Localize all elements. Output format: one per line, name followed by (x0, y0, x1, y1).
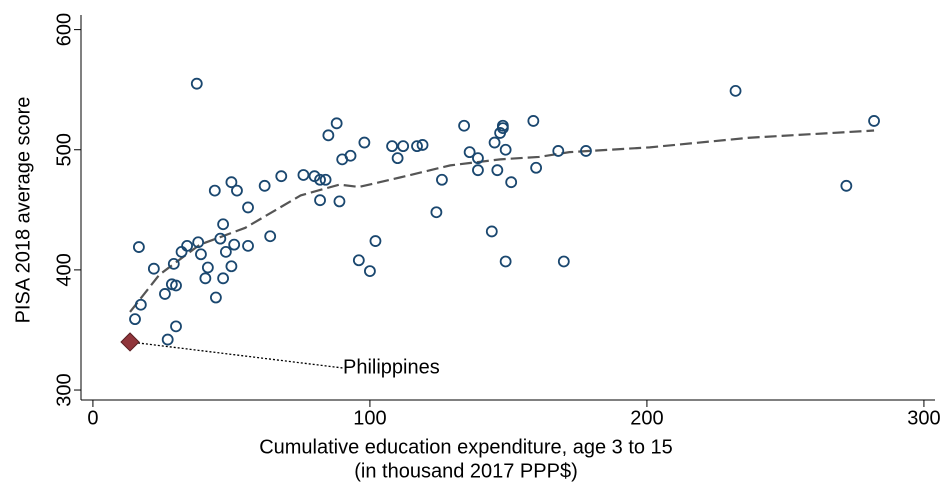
annotation-label: Philippines (343, 356, 440, 378)
data-point (242, 239, 254, 252)
data-point (729, 84, 742, 97)
data-point (416, 139, 429, 151)
data-point (134, 298, 147, 311)
data-point (225, 176, 238, 189)
data-point (199, 272, 212, 285)
y-tick-label: 400 (53, 253, 75, 286)
data-point (208, 184, 221, 197)
data-point (217, 218, 230, 231)
data-point (181, 239, 193, 252)
data-point (391, 152, 404, 165)
x-tick-label: 300 (907, 407, 940, 429)
data-point (175, 245, 188, 258)
data-point (170, 279, 182, 292)
data-point (840, 179, 853, 192)
data-point (472, 164, 484, 177)
data-point (494, 127, 507, 139)
data-point (530, 161, 543, 174)
x-axis-label: Cumulative education expenditure, age 3 … (259, 436, 673, 458)
data-point (472, 152, 484, 165)
data-point (219, 245, 232, 258)
data-point (264, 230, 277, 243)
data-point (491, 164, 504, 177)
trend-line (129, 129, 875, 313)
data-point (358, 136, 371, 149)
data-point (352, 254, 365, 267)
data-point (463, 146, 476, 159)
data-point (333, 195, 346, 208)
x-tick-label: 100 (353, 407, 386, 429)
x-axis-label: (in thousand 2017 PPP$) (354, 460, 578, 482)
data-point (369, 235, 382, 247)
data-point (488, 136, 501, 149)
data-point (242, 201, 254, 214)
data-point (436, 173, 448, 186)
data-point (868, 115, 880, 127)
data-point (330, 117, 343, 130)
data-point (132, 241, 145, 253)
data-point (411, 140, 423, 153)
y-tick-label: 300 (53, 373, 75, 406)
data-point (129, 313, 141, 326)
data-point (170, 320, 182, 333)
data-point (190, 77, 203, 90)
data-point (159, 288, 171, 300)
data-point (258, 179, 271, 192)
x-tick-label: 200 (630, 407, 663, 429)
data-point (364, 265, 376, 277)
data-point (386, 140, 398, 153)
data-point (147, 262, 160, 275)
data-point (336, 153, 349, 166)
data-point (217, 272, 230, 285)
data-point (167, 257, 180, 270)
data-point (499, 143, 512, 156)
data-point (430, 206, 443, 219)
data-point (527, 115, 540, 127)
data-point (297, 169, 310, 181)
data-point (458, 119, 470, 132)
data-point (314, 173, 326, 186)
data-point (505, 176, 518, 189)
data-point (228, 238, 241, 251)
data-point (192, 236, 205, 249)
x-tick-label: 0 (87, 407, 98, 429)
data-point (195, 248, 207, 261)
y-axis-label: PISA 2018 average score (12, 97, 34, 324)
data-point (552, 145, 565, 157)
data-point (322, 129, 335, 142)
data-point (275, 170, 288, 183)
data-point (231, 184, 243, 197)
data-point (225, 260, 238, 273)
data-point (485, 225, 498, 238)
data-point (214, 232, 227, 245)
data-point (319, 173, 332, 186)
data-point (397, 140, 410, 153)
data-point (314, 194, 326, 207)
data-point (201, 261, 214, 274)
highlight-point (120, 332, 140, 352)
data-point (580, 145, 592, 157)
data-point (499, 255, 512, 268)
y-tick-label: 600 (53, 13, 75, 46)
annotation-leader (129, 341, 344, 369)
y-tick-label: 500 (53, 133, 75, 166)
data-point (557, 255, 570, 268)
data-point (210, 291, 222, 304)
data-point (161, 333, 174, 346)
